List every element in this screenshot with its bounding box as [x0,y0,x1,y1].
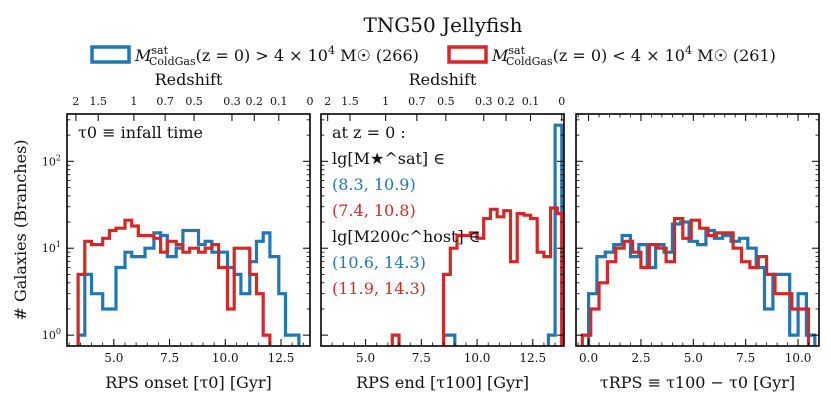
x-tick-label: 5.0 [104,351,123,365]
legend-swatch-blue [90,45,131,64]
x-tick-label: 7.5 [160,351,179,365]
redshift-tick-label: 2 [72,95,79,108]
redshift-axis-label: Redshift [409,70,477,89]
annotation-6: (10.6, 14.3) [332,253,426,272]
x-tick-label: 2.5 [631,351,650,365]
y-axis-label: # Galaxies (Branches) [11,139,30,320]
redshift-axis-label: Redshift [155,70,223,89]
redshift-tick-label: 0.5 [437,95,455,108]
x-tick-label: 10.0 [464,351,491,365]
histogram-series-2 [390,206,564,346]
histogram-series-2 [76,218,272,346]
redshift-tick-label: 0 [307,95,314,108]
histogram-series-2 [580,216,811,346]
x-axis-label: τRPS ≡ τ100 − τ0 [Gyr] [600,373,795,392]
x-tick-label: 5.0 [356,351,375,365]
x-tick-label: 5.0 [684,351,703,365]
redshift-tick-label: 0 [558,95,565,108]
annotation-1: τ0 ≡ infall time [78,123,203,142]
redshift-tick-label: 0.7 [156,95,174,108]
annotation-4: (7.4, 10.8) [332,201,416,220]
redshift-tick-label: 1 [382,95,389,108]
figure-title: TNG50 Jellyfish [363,13,522,37]
histogram-series-1 [442,123,564,346]
redshift-tick-label: 0.2 [246,95,264,108]
annotation-7: (11.9, 14.3) [332,279,426,298]
x-tick-label: 10.0 [212,351,239,365]
legend-swatch-red [447,45,488,64]
redshift-tick-label: 2 [324,95,331,108]
annotation-5: lg[M200c^host] ∈ [332,227,481,246]
redshift-tick-label: 0.1 [522,95,540,108]
redshift-tick-label: 0.7 [408,95,426,108]
y-tick-label: 100 [42,327,61,342]
redshift-tick-label: 0.1 [270,95,288,108]
plot-frame [320,113,565,347]
x-axis-label: RPS end [τ100] [Gyr] [356,373,529,392]
y-tick-label: 102 [42,153,61,168]
legend-label-red: Msat ColdGas(z = 0) < 4 × 104 M☉ (261) [491,44,776,68]
legend: Msat ColdGas(z = 0) > 4 × 104 M☉ (266) Ms… [90,44,776,68]
x-tick-label: 12.5 [268,351,295,365]
x-tick-label: 10.0 [785,351,812,365]
plot-frame [66,113,311,347]
plot-frame [575,113,820,347]
histogram-series-1 [76,228,301,346]
x-tick-label: 0.0 [579,351,598,365]
redshift-tick-label: 0.2 [497,95,515,108]
annotation-2: lg[M★^sat] ∈ [332,149,445,168]
annotation-1: at z = 0 : [332,123,406,142]
redshift-tick-label: 0.3 [223,95,241,108]
redshift-tick-label: 1 [130,95,137,108]
x-axis-label: RPS onset [τ0] [Gyr] [105,373,272,392]
x-tick-label: 12.5 [519,351,546,365]
redshift-tick-label: 1.5 [341,95,359,108]
x-tick-label: 7.5 [412,351,431,365]
y-tick-label: 101 [42,240,61,255]
redshift-tick-label: 0.5 [185,95,203,108]
redshift-tick-label: 0.3 [475,95,493,108]
panel-2: 5.0 7.5 10.0 12.5 RPS end [τ100] [Gyr] Redshi… [320,70,565,392]
annotation-3: (8.3, 10.9) [332,175,416,194]
panel-3: 0.0 2.5 5.0 7.5 10.0 τRPS ≡ τ100 − τ0 [Gyr] [575,113,820,392]
redshift-tick-label: 1.5 [89,95,107,108]
x-tick-label: 7.5 [736,351,755,365]
legend-label-blue: Msat ColdGas(z = 0) > 4 × 104 M☉ (266) [134,44,419,68]
